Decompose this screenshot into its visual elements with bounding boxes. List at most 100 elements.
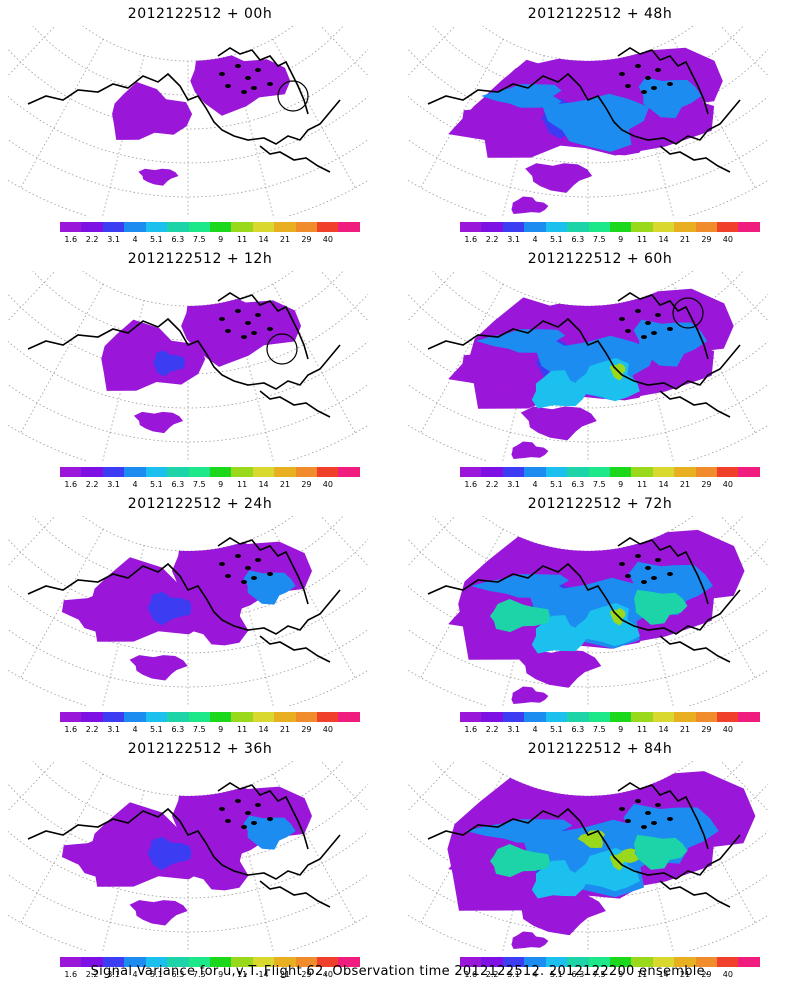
- island: [255, 803, 261, 807]
- colorbar-label: 2.2: [85, 235, 99, 244]
- forecast-panel: 2012122512 + 84h 1.6 2.2 3.1 4 5.1 6.3 7.5 9 11 14…: [400, 735, 800, 980]
- island: [655, 313, 661, 317]
- colorbar-label: 3.1: [507, 235, 520, 244]
- colorbar-label: 3.1: [507, 725, 520, 734]
- colorbar-cell: [209, 957, 232, 967]
- colorbar-label: 11: [237, 480, 248, 489]
- colorbar-label: 4: [132, 970, 138, 979]
- colorbar-label: 21: [279, 970, 291, 979]
- colorbar-cell: [188, 222, 210, 232]
- island: [225, 819, 231, 823]
- colorbar-labels: 1.6 2.2 3.1 4 5.1 6.3 7.5 9 11 14 21 29 40: [440, 235, 780, 245]
- island: [625, 329, 631, 333]
- variance-contour: [133, 411, 184, 434]
- colorbar: [60, 222, 360, 232]
- colorbar-label: 11: [637, 970, 648, 979]
- island: [625, 84, 631, 88]
- colorbar-cell: [631, 467, 653, 477]
- colorbar-cell: [252, 467, 275, 477]
- coastline: [659, 145, 731, 173]
- forecast-panel: 2012122512 + 00h 1.6 2.2 3.1 4 5.1 6.3 7.5 9 11 14…: [0, 0, 400, 245]
- colorbar-cell: [567, 712, 589, 722]
- island: [645, 566, 651, 570]
- colorbar-cell: [460, 222, 482, 232]
- colorbar-label: 11: [237, 970, 248, 979]
- island: [245, 811, 251, 815]
- variance-contour: [511, 441, 549, 459]
- colorbar-label: 14: [658, 970, 669, 979]
- colorbar-label: 29: [301, 725, 312, 734]
- colorbar-cell: [317, 222, 339, 232]
- colorbar-cell: [481, 222, 503, 232]
- colorbar-label: 21: [279, 235, 291, 244]
- panel-title: 2012122512 + 00h: [127, 6, 273, 22]
- variance-field: [448, 516, 745, 704]
- colorbar-label: 7.5: [592, 235, 606, 244]
- colorbar-label: 7.5: [192, 725, 206, 734]
- variance-contour: [465, 819, 573, 843]
- island: [267, 817, 273, 821]
- observation-circle: [277, 80, 309, 112]
- coastline: [427, 72, 741, 145]
- colorbar-cell: [231, 712, 253, 722]
- variance-contour: [516, 649, 602, 688]
- island: [219, 807, 225, 811]
- colorbar-label: 6.3: [571, 235, 585, 244]
- colorbar-cell: [167, 712, 189, 722]
- island: [219, 72, 225, 76]
- colorbar-cell: [695, 712, 718, 722]
- colorbar-cell: [274, 712, 296, 722]
- colorbar-cell: [524, 957, 546, 967]
- colorbar-cell: [717, 712, 739, 722]
- colorbar-cell: [545, 222, 568, 232]
- colorbar-cell: [674, 712, 696, 722]
- colorbar-label: 4: [532, 235, 538, 244]
- colorbar: [460, 712, 760, 722]
- island: [635, 799, 641, 803]
- colorbar-label: 4: [132, 480, 138, 489]
- colorbar-label: 6.3: [571, 725, 585, 734]
- island: [667, 572, 673, 576]
- forecast-panel: 2012122512 + 60h 1.6 2.2 3.1 4 5.1 6.3 7.5 9 11 14…: [400, 245, 800, 490]
- colorbar-cell: [317, 957, 339, 967]
- colorbar-cell: [738, 467, 760, 477]
- island: [225, 84, 231, 88]
- colorbar-cell: [295, 957, 318, 967]
- variance-contour: [511, 686, 549, 704]
- colorbar-cell: [124, 467, 146, 477]
- colorbar-cell: [145, 222, 168, 232]
- colorbar-cell: [502, 712, 525, 722]
- colorbar-label: 21: [679, 970, 691, 979]
- coastline: [27, 807, 341, 880]
- colorbar-cell: [295, 467, 318, 477]
- colorbar-label: 11: [637, 725, 648, 734]
- colorbar-label: 9: [618, 235, 624, 244]
- variance-contour: [179, 830, 249, 891]
- panel-title: 2012122512 + 12h: [127, 251, 273, 267]
- colorbar: [460, 467, 760, 477]
- coastline: [427, 317, 741, 390]
- island: [651, 576, 657, 580]
- island: [241, 335, 247, 339]
- colorbar-label: 14: [658, 480, 669, 489]
- colorbar-cell: [252, 222, 275, 232]
- colorbar-cell: [674, 222, 696, 232]
- colorbar-label: 21: [679, 235, 691, 244]
- colorbar-label: 3.1: [107, 235, 120, 244]
- colorbar-cell: [588, 957, 610, 967]
- variance-contour: [147, 836, 192, 871]
- colorbar-label: 1.6: [64, 970, 78, 979]
- colorbar-label: 9: [218, 235, 224, 244]
- island: [645, 811, 651, 815]
- colorbar-cell: [567, 467, 589, 477]
- coastline: [259, 635, 331, 663]
- colorbar-cell: [124, 222, 146, 232]
- variance-contour: [190, 51, 291, 116]
- colorbar-label: 6.3: [171, 235, 185, 244]
- colorbar-cell: [60, 957, 82, 967]
- panel-title: 2012122512 + 84h: [527, 741, 673, 757]
- island: [667, 82, 673, 86]
- colorbar: [460, 957, 760, 967]
- variance-field: [61, 776, 312, 926]
- coastline: [427, 562, 741, 635]
